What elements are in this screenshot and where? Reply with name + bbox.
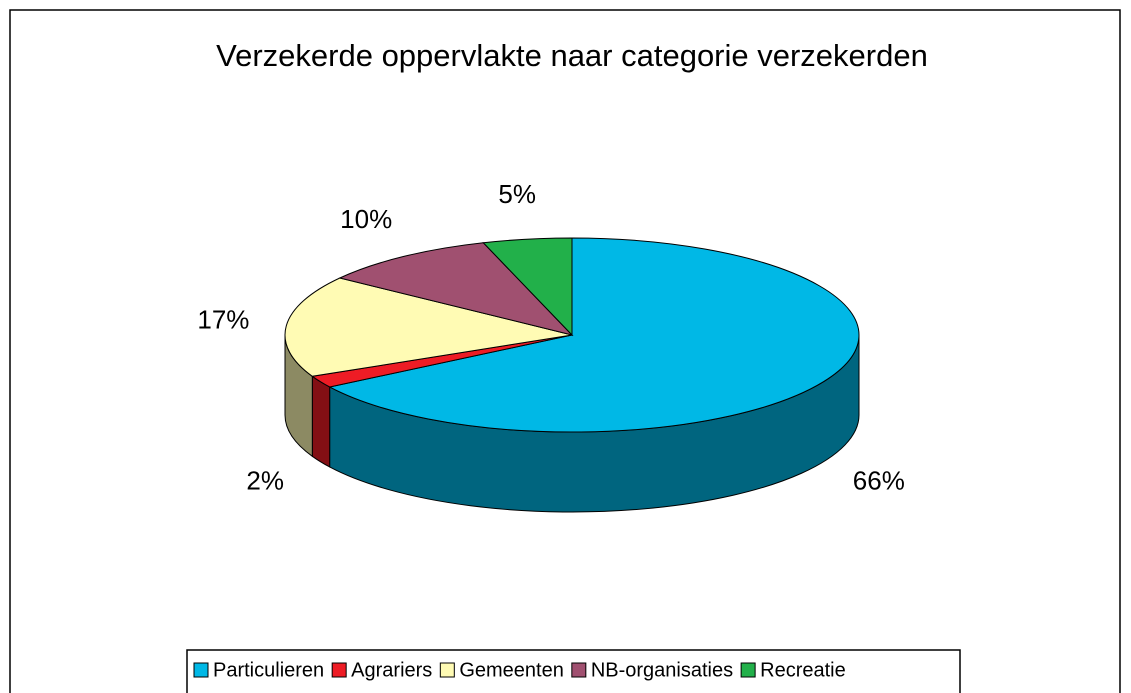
legend-label: NB-organisaties bbox=[591, 659, 733, 681]
legend-label: Agrariers bbox=[351, 659, 432, 681]
pie-side bbox=[311, 375, 331, 468]
legend-label: Gemeenten bbox=[459, 659, 564, 681]
chart-frame bbox=[9, 9, 1121, 693]
data-label: 5% bbox=[498, 179, 536, 209]
legend-swatch bbox=[740, 662, 756, 678]
pie-slice bbox=[338, 242, 574, 336]
legend-swatch bbox=[331, 662, 347, 678]
data-label: 2% bbox=[246, 466, 284, 496]
legend-label: Recreatie bbox=[760, 659, 846, 681]
legend-swatch bbox=[571, 662, 587, 678]
data-label: 10% bbox=[340, 204, 392, 234]
data-label: 66% bbox=[853, 466, 905, 496]
legend-label: Particulieren bbox=[213, 659, 324, 681]
legend-swatch bbox=[439, 662, 455, 678]
pie-slice bbox=[482, 237, 573, 337]
chart-title: Verzekerde oppervlakte naar categorie ve… bbox=[216, 38, 928, 73]
pie-slice bbox=[284, 277, 573, 377]
pie-slice bbox=[328, 237, 860, 433]
data-label: 17% bbox=[197, 305, 249, 335]
legend-swatch bbox=[193, 662, 209, 678]
